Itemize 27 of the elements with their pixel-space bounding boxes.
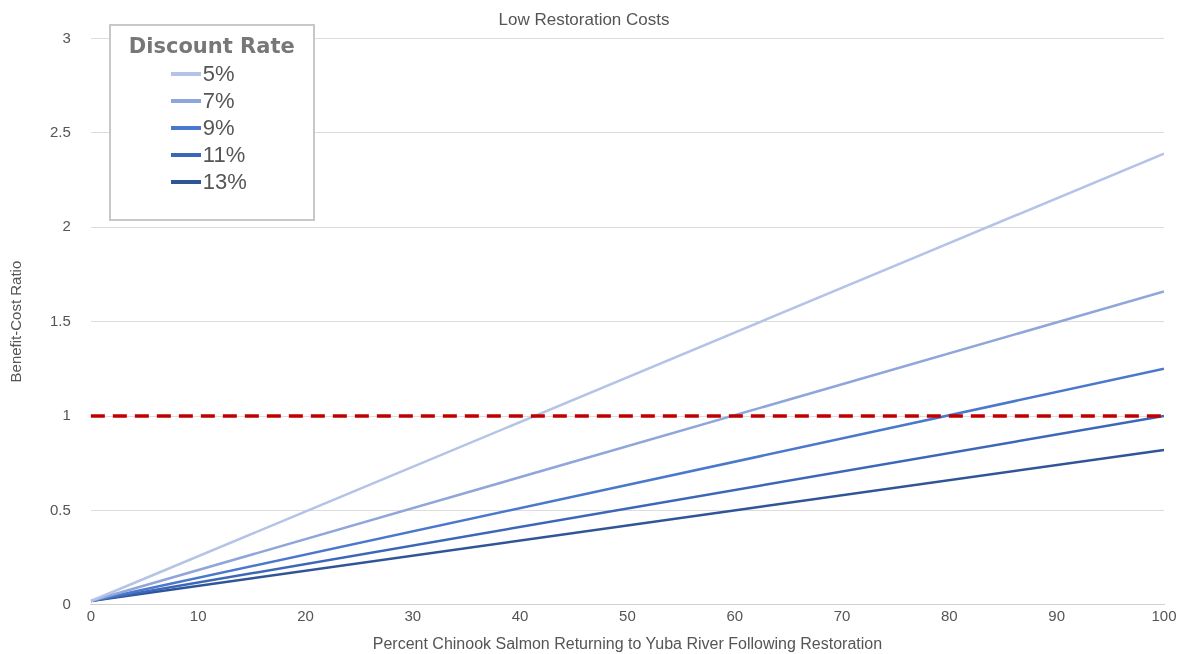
y-tick-label: 1 bbox=[62, 406, 71, 424]
x-tick-label: 60 bbox=[726, 606, 744, 624]
y-tick-label: 2.5 bbox=[49, 122, 71, 140]
x-tick-label: 10 bbox=[189, 606, 207, 624]
x-tick-label: 50 bbox=[619, 606, 636, 624]
x-tick-label: 40 bbox=[511, 606, 529, 624]
y-tick-label: 2 bbox=[62, 217, 71, 235]
x-tick-label: 70 bbox=[833, 606, 851, 624]
y-tick-label: 3 bbox=[62, 28, 71, 46]
y-tick-label: 0 bbox=[62, 594, 71, 612]
x-tick-label: 90 bbox=[1048, 606, 1066, 624]
legend-label: 11% bbox=[202, 141, 246, 168]
legend-label: 13% bbox=[202, 168, 247, 195]
y-tick-label: 1.5 bbox=[49, 311, 71, 329]
x-tick-label: 80 bbox=[941, 606, 958, 624]
x-tick-label: 100 bbox=[1151, 606, 1177, 624]
legend-label: 9% bbox=[202, 114, 235, 141]
x-tick-label: 20 bbox=[297, 606, 314, 624]
legend-label: 5% bbox=[202, 60, 235, 87]
chart-title: Low Restoration Costs bbox=[498, 9, 670, 29]
y-tick-label: 0.5 bbox=[49, 500, 71, 518]
legend-title: Discount Rate bbox=[128, 34, 295, 59]
x-tick-label: 0 bbox=[86, 606, 96, 624]
x-axis-title: Percent Chinook Salmon Returning to Yuba River Following Restoration bbox=[372, 634, 883, 652]
x-tick-label: 30 bbox=[404, 606, 422, 624]
legend-label: 7% bbox=[202, 87, 235, 114]
y-axis-title: Benefit-Cost Ratio bbox=[7, 260, 25, 383]
